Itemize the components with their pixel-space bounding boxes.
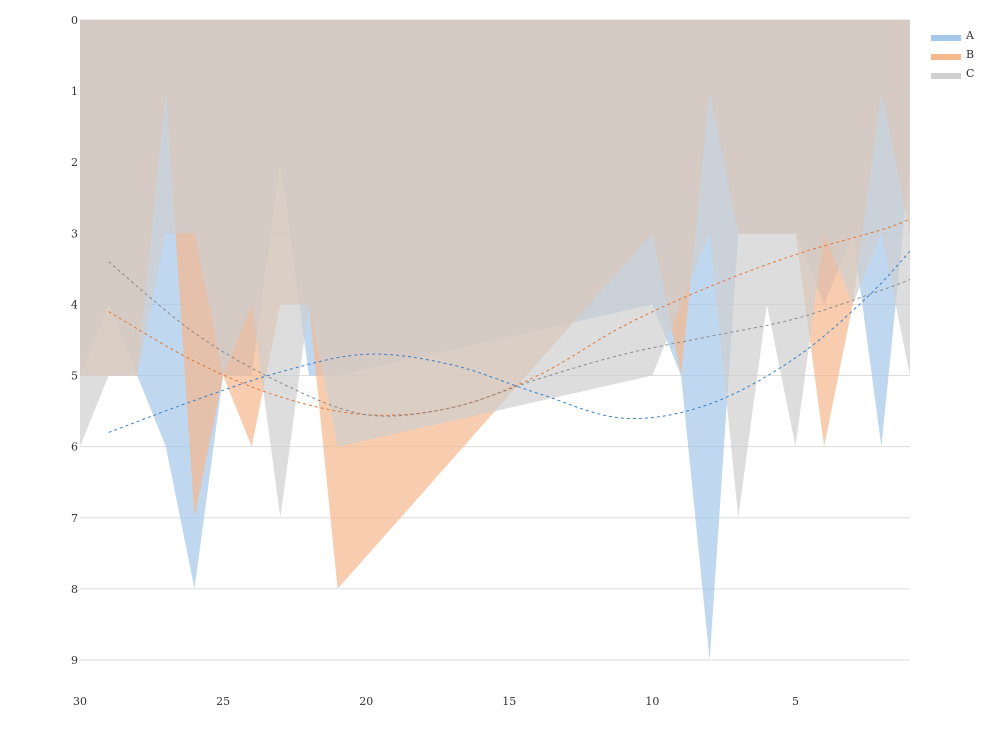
x-tick-label-20: 20 — [359, 695, 373, 708]
x-tick-label-10: 10 — [645, 695, 659, 708]
trend-line-A — [108, 250, 911, 433]
legend-label-A: A — [965, 29, 975, 42]
legend-label-B: B — [966, 48, 974, 61]
y-tick-label-4: 4 — [71, 298, 78, 311]
trend-line-B — [108, 218, 911, 416]
x-tick-label-30: 30 — [73, 695, 87, 708]
x-tick-label-25: 25 — [216, 695, 230, 708]
x-tick-label-15: 15 — [502, 695, 516, 708]
legend-swatch-A — [931, 35, 961, 41]
y-tick-label-6: 6 — [71, 441, 78, 454]
y-tick-label-5: 5 — [71, 370, 78, 383]
trend-line-C — [108, 261, 911, 417]
series-areas — [80, 20, 910, 660]
legend: ABC — [931, 29, 975, 80]
series-area-C — [80, 20, 910, 518]
y-axis-tick-labels: 0 1 2 3 4 5 6 7 8 9 — [71, 14, 78, 667]
y-tick-label-9: 9 — [71, 654, 78, 667]
legend-swatch-C — [931, 73, 961, 79]
y-tick-label-8: 8 — [71, 583, 78, 596]
y-tick-label-7: 7 — [71, 512, 78, 525]
legend-label-C: C — [966, 67, 974, 80]
y-tick-label-3: 3 — [71, 227, 78, 240]
y-tick-label-2: 2 — [71, 156, 78, 169]
x-tick-label-5: 5 — [792, 695, 799, 708]
y-tick-label-1: 1 — [71, 85, 78, 98]
trend-lines — [108, 218, 911, 433]
legend-swatch-B — [931, 54, 961, 60]
x-axis-tick-labels: 30 25 20 15 10 5 — [73, 695, 799, 708]
y-tick-label-0: 0 — [71, 14, 78, 27]
